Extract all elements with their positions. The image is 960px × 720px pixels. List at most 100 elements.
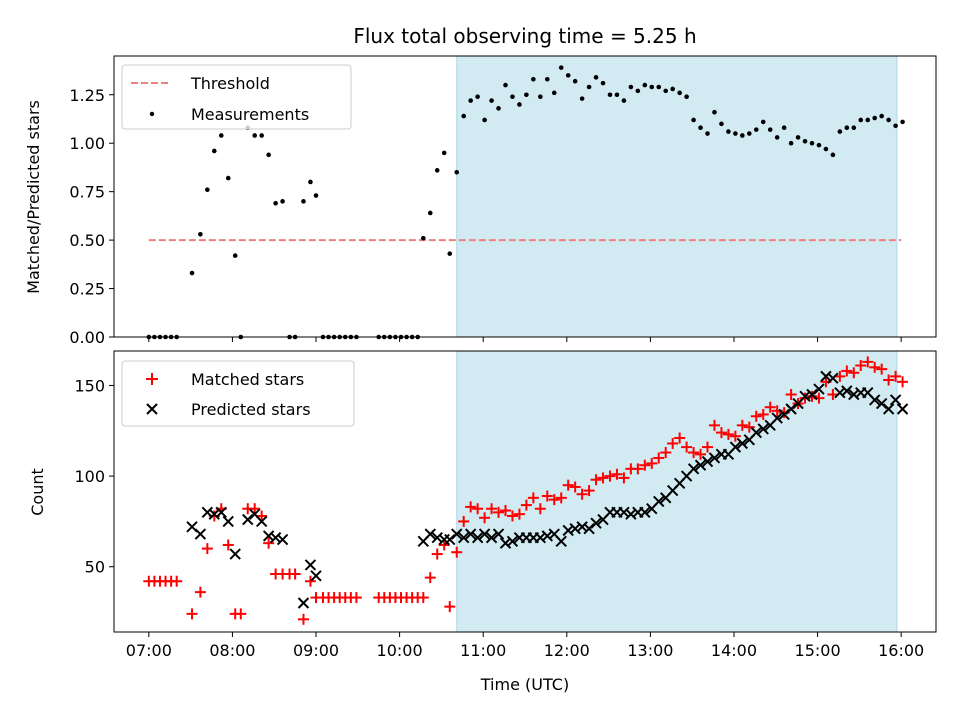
measurement-point bbox=[677, 90, 682, 96]
measurement-point bbox=[684, 94, 689, 99]
matched-star-marker bbox=[667, 437, 679, 449]
matched-star-marker bbox=[876, 363, 888, 375]
measurement-point bbox=[531, 76, 536, 82]
bottom-xtick-label: 08:00 bbox=[209, 641, 255, 660]
measurement-point bbox=[225, 175, 231, 181]
matched-star-marker bbox=[660, 447, 672, 459]
predicted-star-marker bbox=[875, 397, 888, 410]
top-observing-span bbox=[456, 56, 897, 337]
matched-star-marker bbox=[534, 503, 546, 515]
bottom-observing-span bbox=[456, 351, 897, 632]
matched-star-marker bbox=[632, 463, 644, 475]
bottom-panel-predicted-layer bbox=[186, 370, 909, 609]
measurement-point bbox=[635, 88, 641, 94]
matched-star-marker bbox=[417, 592, 429, 604]
measurement-point bbox=[259, 133, 264, 138]
top-legend-threshold-label: Threshold bbox=[190, 74, 270, 93]
top-ytick-label: 0.25 bbox=[69, 280, 105, 299]
predicted-star-marker bbox=[451, 528, 463, 540]
predicted-star-marker bbox=[255, 515, 268, 528]
matched-star-marker bbox=[235, 608, 247, 620]
predicted-star-marker bbox=[304, 559, 317, 571]
predicted-star-marker bbox=[269, 532, 282, 544]
matched-star-marker bbox=[555, 492, 567, 504]
measurement-point bbox=[837, 129, 843, 134]
measurement-point bbox=[705, 131, 710, 136]
measurement-point bbox=[809, 140, 815, 146]
bottom-panel-frame bbox=[113, 350, 937, 633]
predicted-star-marker bbox=[471, 532, 484, 544]
measurement-point bbox=[420, 235, 426, 241]
matched-star-marker bbox=[465, 501, 477, 513]
bottom-panel-matched-layer bbox=[143, 356, 909, 625]
predicted-star-marker bbox=[310, 570, 322, 582]
matched-star-marker bbox=[688, 447, 700, 459]
matched-star-marker bbox=[729, 430, 741, 442]
matched-star-marker bbox=[249, 503, 261, 515]
matched-star-marker bbox=[431, 548, 443, 560]
measurement-point bbox=[565, 73, 571, 78]
measurement-point bbox=[468, 98, 473, 103]
predicted-star-marker bbox=[785, 403, 797, 415]
measurement-point bbox=[607, 92, 613, 98]
predicted-star-marker bbox=[229, 548, 241, 560]
matched-star-marker bbox=[520, 499, 532, 511]
predicted-star-marker bbox=[583, 522, 595, 535]
matched-star-marker bbox=[897, 376, 909, 388]
predicted-star-marker bbox=[541, 530, 553, 542]
measurement-point bbox=[879, 113, 884, 119]
measurement-point bbox=[753, 127, 759, 132]
measurement-point bbox=[830, 152, 836, 158]
predicted-star-marker bbox=[194, 528, 207, 540]
matched-star-marker bbox=[289, 568, 301, 580]
matched-star-marker bbox=[590, 474, 602, 486]
measurement-point bbox=[865, 117, 871, 123]
matched-star-marker bbox=[194, 586, 206, 598]
top-ytick-label: 0.00 bbox=[69, 328, 105, 347]
measurement-point bbox=[586, 84, 592, 90]
matched-star-marker bbox=[681, 441, 693, 453]
predicted-star-marker bbox=[569, 522, 581, 535]
matched-star-marker bbox=[513, 508, 525, 520]
predicted-star-marker bbox=[820, 370, 832, 383]
predicted-star-marker bbox=[827, 372, 839, 384]
matched-star-marker bbox=[472, 503, 484, 515]
measurement-point bbox=[538, 94, 543, 99]
top-legend-measurements-swatch bbox=[149, 111, 155, 117]
matched-star-marker bbox=[841, 365, 853, 377]
predicted-star-marker bbox=[729, 441, 742, 453]
matched-star-marker bbox=[834, 370, 846, 382]
predicted-star-marker bbox=[868, 394, 881, 406]
measurement-point bbox=[454, 169, 460, 175]
predicted-star-marker bbox=[499, 537, 512, 549]
predicted-star-marker bbox=[701, 455, 714, 468]
matched-star-marker bbox=[743, 421, 755, 433]
matched-star-marker bbox=[702, 441, 714, 453]
predicted-star-marker bbox=[778, 408, 790, 421]
predicted-star-marker bbox=[736, 437, 749, 450]
predicted-star-marker bbox=[424, 528, 436, 540]
matched-star-marker bbox=[297, 613, 309, 625]
predicted-star-marker bbox=[882, 403, 895, 415]
predicted-star-marker bbox=[841, 385, 853, 397]
measurement-point bbox=[872, 115, 877, 121]
matched-star-marker bbox=[256, 510, 268, 522]
matched-star-marker bbox=[479, 512, 491, 524]
predicted-star-marker bbox=[201, 506, 214, 519]
measurement-point bbox=[851, 125, 857, 131]
matched-star-marker bbox=[541, 490, 553, 502]
matched-star-marker bbox=[695, 448, 707, 460]
matched-star-marker bbox=[862, 356, 874, 368]
measurement-point bbox=[788, 140, 794, 146]
measurement-point bbox=[823, 146, 829, 152]
measurement-point bbox=[642, 82, 648, 88]
measurement-point bbox=[649, 84, 655, 90]
top-legend-box bbox=[121, 64, 352, 130]
predicted-star-marker bbox=[562, 524, 574, 537]
predicted-star-marker bbox=[276, 533, 289, 546]
matched-star-marker bbox=[890, 370, 902, 382]
bottom-legend-matched-swatch bbox=[146, 373, 158, 385]
matched-star-marker bbox=[708, 419, 720, 431]
matched-star-marker bbox=[506, 510, 518, 522]
measurement-point bbox=[503, 82, 508, 88]
